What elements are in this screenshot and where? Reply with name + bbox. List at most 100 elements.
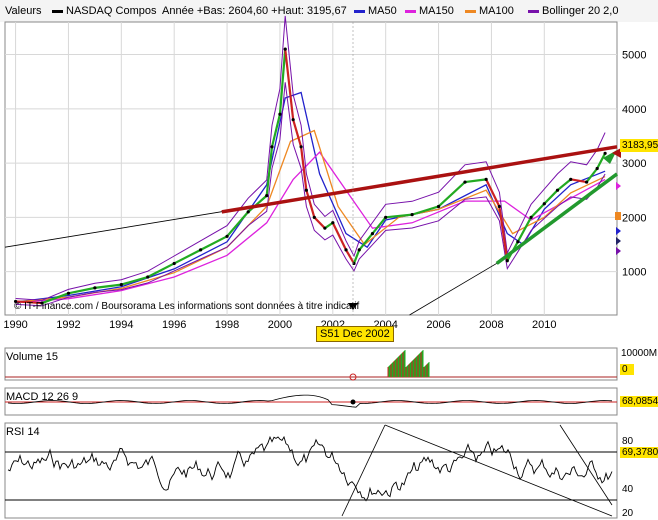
legend-valeurs: Valeurs [5, 5, 42, 17]
price-point [246, 210, 250, 214]
price-point [384, 215, 388, 219]
x-tick-label: 1996 [162, 319, 186, 331]
price-point [603, 151, 607, 155]
ma50-marker [616, 227, 621, 235]
price-point [555, 188, 560, 192]
price-segment [278, 49, 287, 115]
price-point [529, 215, 533, 219]
price-segment [292, 119, 303, 148]
x-tick-label: 2008 [479, 319, 503, 331]
price-segment [596, 152, 607, 170]
rsi-trendline-down [384, 424, 613, 517]
price-segment [464, 178, 487, 184]
price-point [299, 145, 303, 149]
x-tick-label: 1990 [3, 319, 27, 331]
price-segment [516, 216, 533, 243]
price-point [225, 234, 229, 238]
moving-averages [15, 15, 606, 307]
y-tick-label: 4000 [622, 104, 646, 116]
legend-bollinger: Bollinger 20 2,0 [528, 5, 618, 17]
price-point [505, 259, 509, 263]
macd-line [7, 394, 613, 408]
price-segment [358, 232, 374, 251]
price-point [344, 248, 348, 252]
volume-value: 0 [622, 364, 628, 375]
legend-bar: Valeurs NASDAQ Compos Année +Bas: 2604,6… [0, 0, 658, 22]
price-point [172, 261, 176, 266]
price-segment [385, 213, 413, 219]
price-segment [147, 262, 175, 278]
price-segment [485, 178, 501, 207]
price-segment [556, 178, 572, 192]
macd-cursor [350, 399, 356, 405]
y-tick-label: 1000 [622, 267, 646, 279]
price-segment [41, 292, 69, 305]
price-segment [313, 216, 326, 229]
price-point [584, 180, 589, 184]
rsi-line [7, 435, 613, 502]
price-point [146, 275, 150, 279]
price-point [199, 248, 203, 252]
price-point [484, 177, 488, 181]
price-series [13, 47, 607, 305]
price-point [93, 286, 97, 290]
price-point [542, 202, 546, 206]
legend-ma50: MA50 [354, 5, 397, 17]
price-segment [94, 283, 122, 289]
price-point [516, 240, 520, 244]
ma-line-ma100 [15, 129, 606, 303]
price-segment [345, 249, 355, 265]
price-segment [247, 194, 268, 213]
ma50-swatch [354, 9, 365, 13]
tick-labels: 1990 1992 1994 1996 1998 2000 2002 2004 2006 2008… [3, 50, 646, 331]
macd-trace [5, 394, 617, 408]
legend-nasdaq: NASDAQ Compos [52, 5, 156, 17]
legend-ma100: MA100 [465, 5, 514, 17]
price-point [323, 226, 327, 230]
price-segment [352, 249, 361, 264]
rsi-trace [7, 424, 613, 517]
price-segment [284, 49, 295, 120]
trend-line-resistance [221, 145, 618, 214]
volume-panel-frame [4, 347, 618, 381]
legend-ma100-label: MA100 [479, 5, 514, 17]
y-tick-label: 5000 [622, 50, 646, 62]
bollinger-upper-marker [616, 237, 621, 245]
price-point [497, 204, 501, 209]
price-point [410, 213, 414, 217]
ma150-swatch [405, 9, 416, 13]
last-value-pointer [612, 148, 621, 158]
bollinger-lower [15, 82, 606, 307]
copyright-label: © IT-Finance.com / Boursorama [14, 301, 156, 312]
y-tick-label: 2000 [622, 212, 646, 224]
volume-cursor [349, 373, 357, 381]
legend-bollinger-label: Bollinger 20 2,0 [542, 5, 619, 17]
ma100-marker [615, 212, 621, 220]
ma150-marker [616, 182, 621, 190]
price-segment [498, 206, 509, 261]
price-point [357, 248, 361, 252]
price-point [569, 177, 573, 181]
price-point [278, 112, 282, 116]
price-segment [437, 181, 466, 208]
price-point [283, 47, 287, 51]
trend-lines [4, 145, 621, 316]
price-segment [299, 146, 308, 191]
disclaimer-label: Les informations sont données à titre in… [158, 301, 360, 312]
rsi-panel-frame [4, 422, 618, 519]
x-tick-label: 2000 [268, 319, 292, 331]
price-point [436, 204, 441, 209]
resistance-extension [4, 210, 228, 248]
macd-value-badge: 68,0854 [620, 396, 658, 407]
rsi-tick-80: 80 [622, 436, 634, 447]
rsi-tick-20: 20 [622, 508, 634, 519]
bollinger-swatch [528, 9, 539, 13]
price-segment [305, 189, 316, 218]
rsi-value: 69,3780 [622, 447, 658, 458]
price-point [304, 188, 308, 192]
price-panel-frame [4, 21, 618, 316]
price-point [463, 180, 467, 184]
last-value-label: 3183,95 [622, 140, 658, 151]
